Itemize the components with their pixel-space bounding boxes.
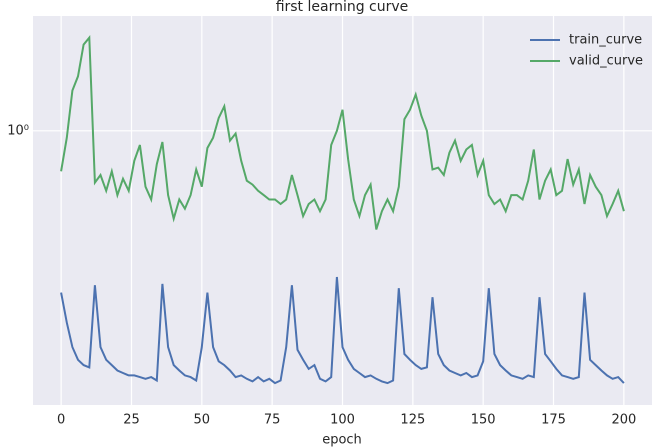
x-tick-label: 25 xyxy=(123,413,140,428)
y-tick-label: 10⁰ xyxy=(7,123,29,138)
x-tick-label: 125 xyxy=(400,413,425,428)
x-tick-label: 200 xyxy=(611,413,636,428)
data-line xyxy=(60,35,625,230)
data-line xyxy=(60,276,625,385)
x-tick-label: 50 xyxy=(194,413,211,428)
x-tick-label: 150 xyxy=(471,413,496,428)
x-tick-label: 175 xyxy=(541,413,566,428)
chart-title: first learning curve xyxy=(276,0,409,15)
x-tick-label: 0 xyxy=(57,413,65,428)
x-tick-label: 75 xyxy=(264,413,281,428)
legend-label: valid_curve xyxy=(569,54,643,69)
legend-label: train_curve xyxy=(569,33,642,48)
x-tick-label: 100 xyxy=(330,413,355,428)
x-axis-label: epoch xyxy=(322,433,362,448)
